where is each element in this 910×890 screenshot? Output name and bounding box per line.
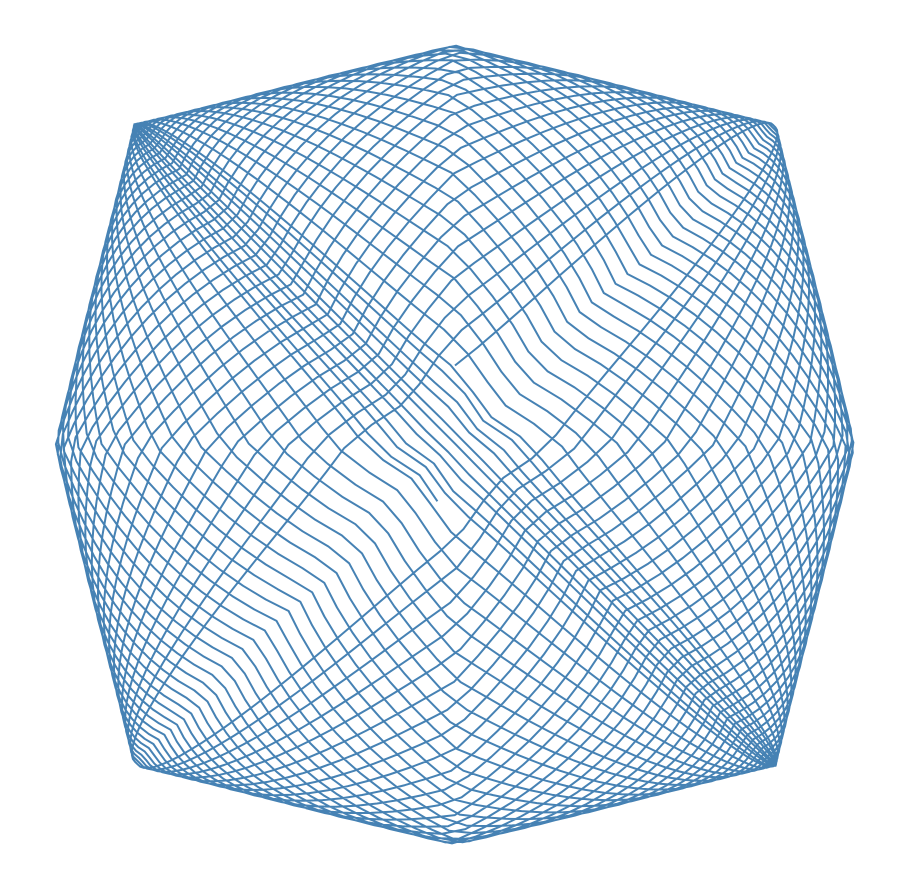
- curve: [54, 44, 855, 845]
